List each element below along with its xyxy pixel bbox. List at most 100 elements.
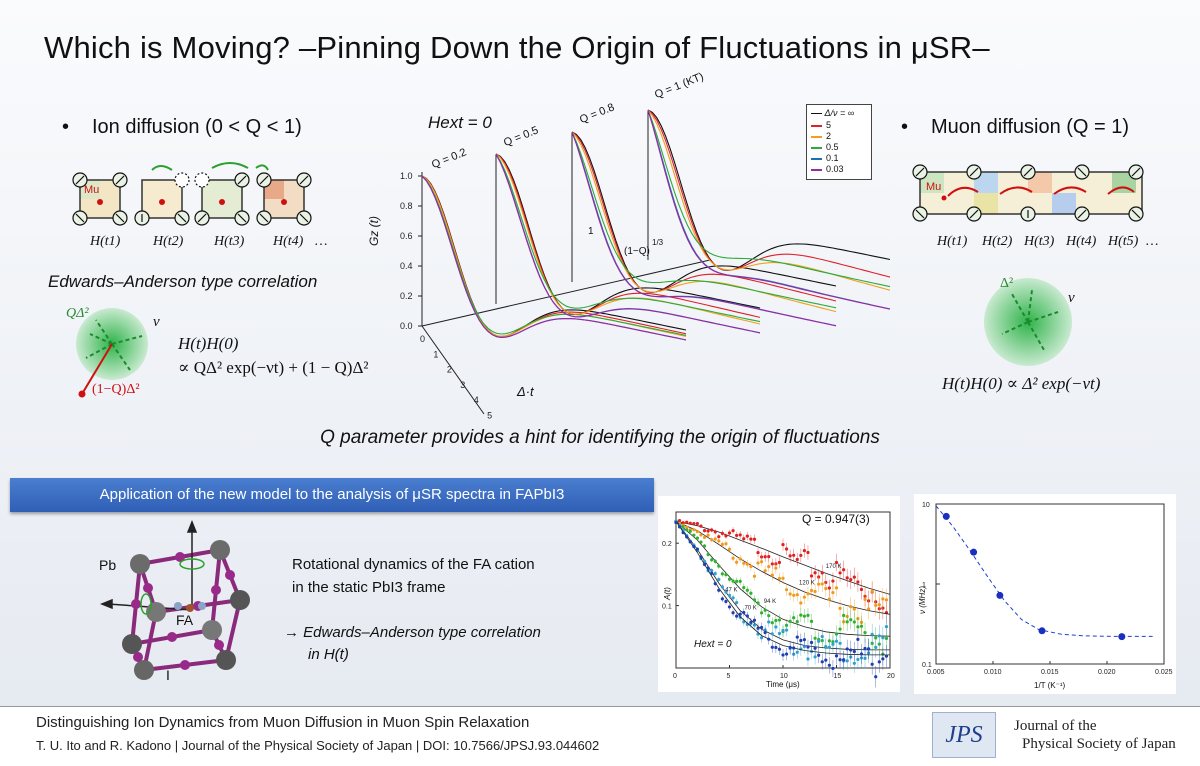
- pb-label: Pb: [99, 557, 117, 573]
- data-point: [760, 636, 764, 640]
- data-point: [806, 550, 810, 555]
- data-point: [720, 597, 724, 601]
- data-point: [1118, 633, 1126, 641]
- data-point: [806, 592, 810, 596]
- data-point: [859, 652, 864, 656]
- data-point: [720, 542, 724, 546]
- ion-spins: [72, 172, 312, 226]
- x-tick-label: 20: [887, 673, 895, 680]
- muon-position: [941, 195, 947, 201]
- x-tick-label: 0.015: [1041, 669, 1059, 676]
- data-point: [760, 611, 764, 615]
- x-tick-label: 4: [474, 395, 479, 405]
- inset-one-third: 1/3: [652, 238, 664, 247]
- data-point: [724, 572, 728, 577]
- data-point: [752, 598, 757, 602]
- legend-label: 5: [826, 120, 832, 130]
- data-point: [717, 588, 721, 592]
- data-point: [717, 564, 721, 568]
- relaxation-curve: [571, 131, 837, 309]
- data-point: [834, 639, 839, 643]
- nu-label-left: ν: [153, 314, 160, 330]
- data-point: [799, 638, 803, 643]
- data-point: [813, 589, 817, 594]
- page-title: Which is Moving? –Pinning Down the Origi…: [44, 30, 990, 65]
- journal-name: Journal of the Physical Society of Japan: [1014, 717, 1176, 753]
- i-label: I: [166, 667, 170, 683]
- data-point: [1038, 627, 1046, 635]
- data-point: [827, 586, 831, 590]
- data-point: [706, 533, 710, 537]
- data-point: [777, 618, 782, 622]
- data-point: [695, 529, 699, 534]
- data-point: [717, 577, 721, 582]
- data-point: [802, 548, 806, 553]
- data-point: [742, 561, 746, 565]
- rotational-dynamics-line1: Rotational dynamics of the FA cation: [292, 556, 535, 573]
- y-tick-label: 0.4: [400, 261, 413, 271]
- lattice-cell-4-frame: [263, 179, 305, 219]
- relaxation-curve: [495, 153, 761, 334]
- data-point: [692, 544, 696, 549]
- data-point: [813, 636, 817, 640]
- relaxation-curve: [647, 109, 890, 278]
- relaxation-curve: [571, 131, 837, 294]
- data-point: [685, 535, 689, 539]
- data-point: [809, 640, 814, 645]
- data-point: [713, 537, 717, 541]
- relaxation-curve: [495, 153, 761, 334]
- time-label-t4: H(t4): [273, 234, 304, 249]
- data-point: [756, 550, 760, 555]
- data-point: [838, 571, 842, 575]
- data-point: [867, 607, 871, 611]
- data-point: [863, 597, 867, 602]
- relaxation-curve: [647, 109, 890, 272]
- data-point: [752, 618, 757, 622]
- data-point: [756, 626, 760, 630]
- tile: [1028, 172, 1052, 193]
- relaxation-curve: [647, 109, 890, 288]
- data-point: [724, 534, 728, 538]
- data-point: [863, 646, 867, 651]
- relaxation-3d-plot: 0.00.20.40.60.81.00123456: [400, 109, 890, 420]
- x-tick-label: 3: [460, 380, 465, 390]
- data-point: [877, 634, 881, 638]
- data-point: [799, 613, 803, 617]
- legend-label: 2: [826, 131, 832, 141]
- data-point: [884, 636, 889, 640]
- data-point: [742, 610, 746, 615]
- data-point: [792, 593, 796, 597]
- legend-label: 0.03: [826, 164, 844, 174]
- depth-axis: [421, 259, 711, 327]
- data-point: [820, 660, 824, 664]
- delta-t-axis-label: Δ·t: [517, 384, 534, 399]
- legend-entry: 0.03: [811, 164, 867, 174]
- legend-title: Δ/ν = ∞: [824, 108, 855, 118]
- data-point: [809, 619, 814, 623]
- muon-time-label-2: H(t2): [982, 234, 1013, 249]
- hop-arrows: [151, 162, 269, 171]
- data-point: [717, 535, 721, 539]
- application-banner: Application of the new model to the anal…: [10, 478, 654, 512]
- data-point: [820, 582, 824, 586]
- data-point: [777, 631, 782, 636]
- tile: [974, 193, 998, 214]
- data-point: [884, 598, 889, 602]
- data-point: [695, 536, 699, 540]
- paper-title: Distinguishing Ion Dynamics from Muon Di…: [36, 714, 530, 731]
- series-label: 47 K: [725, 588, 737, 594]
- data-point: [781, 628, 785, 633]
- data-point: [970, 548, 978, 556]
- data-point: [738, 579, 742, 583]
- data-point: [788, 554, 792, 558]
- hext-label: Hext = 0: [428, 113, 492, 132]
- data-point: [838, 658, 842, 662]
- ion-diffusion-bullet: • Ion diffusion (0 < Q < 1): [62, 116, 302, 138]
- lattice-cell-2-frame: [141, 179, 183, 219]
- data-point: [806, 657, 810, 661]
- data-point: [695, 521, 699, 526]
- series-label: 120 K: [799, 581, 815, 587]
- data-point: [792, 553, 796, 557]
- data-point: [727, 577, 732, 581]
- data-point: [731, 529, 735, 533]
